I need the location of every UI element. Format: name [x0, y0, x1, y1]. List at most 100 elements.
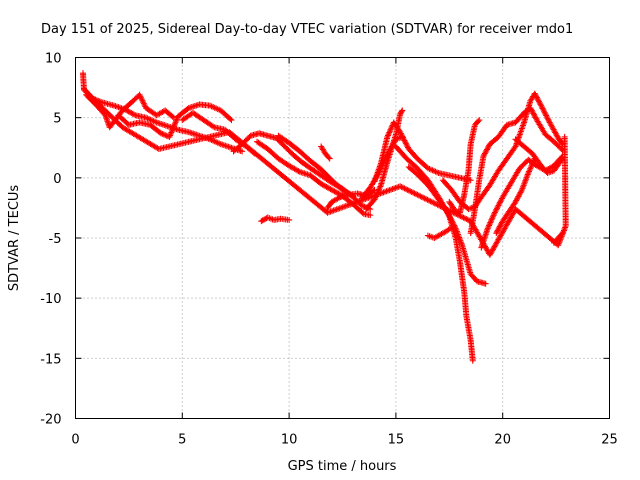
y-tick-label: -10	[40, 292, 61, 307]
data-point	[545, 116, 552, 123]
data-point	[515, 193, 522, 200]
data-point	[528, 107, 535, 114]
data-point	[558, 156, 565, 163]
data-point	[497, 222, 504, 229]
data-point	[377, 183, 384, 190]
axis-ticks	[75, 57, 610, 419]
data-point	[538, 102, 545, 109]
data-point	[489, 213, 496, 220]
data-point	[326, 155, 333, 162]
data-point	[540, 106, 547, 113]
data-point	[417, 193, 424, 200]
y-tick-label: 10	[45, 52, 62, 67]
data-point	[542, 111, 549, 118]
data-point	[447, 215, 454, 222]
data-point	[228, 117, 235, 124]
data-point	[427, 198, 434, 205]
x-tick-label: 5	[178, 433, 186, 448]
data-point	[485, 223, 492, 230]
data-point	[475, 118, 482, 125]
data-point	[448, 224, 455, 231]
chart-title: Day 151 of 2025, Sidereal Day-to-day VTE…	[41, 22, 573, 37]
data-point	[384, 132, 391, 139]
data-point	[533, 93, 540, 100]
data-point	[415, 192, 422, 199]
data-point	[482, 149, 489, 156]
data-point	[388, 125, 395, 132]
data-point	[387, 126, 394, 133]
data-point	[430, 199, 437, 206]
data-point	[497, 198, 504, 205]
data-point	[443, 206, 450, 213]
data-point	[493, 206, 500, 213]
data-point	[444, 206, 451, 213]
data-point	[325, 154, 332, 161]
data-point	[492, 208, 499, 215]
data-point	[447, 214, 454, 221]
data-point	[529, 159, 536, 166]
data-point	[402, 138, 409, 145]
series-track-i	[258, 214, 293, 225]
series-track-c	[115, 101, 235, 140]
data-point	[169, 113, 176, 120]
data-point	[494, 203, 501, 210]
series-track-e	[230, 130, 374, 213]
data-point	[496, 201, 503, 208]
x-tick-label: 15	[388, 433, 405, 448]
data-point	[450, 221, 457, 228]
data-point	[420, 194, 427, 201]
data-point	[259, 217, 266, 224]
data-point	[397, 129, 404, 136]
data-point	[513, 197, 520, 204]
series-isolated	[79, 70, 569, 258]
data-point	[260, 216, 267, 223]
data-point	[495, 202, 502, 209]
data-point	[480, 153, 487, 160]
data-point	[481, 151, 488, 158]
data-point	[404, 143, 411, 150]
y-tick-label: 0	[53, 172, 61, 187]
data-point	[358, 202, 365, 209]
data-point	[423, 196, 430, 203]
series-track-r	[446, 117, 483, 216]
series-track-v	[512, 136, 566, 177]
data-point	[489, 215, 496, 222]
data-point	[386, 129, 393, 136]
data-point	[438, 203, 445, 210]
data-point	[404, 186, 411, 193]
y-tick-label: -15	[40, 352, 61, 367]
data-point	[425, 197, 432, 204]
data-point	[386, 128, 393, 135]
data-point	[424, 196, 431, 203]
data-point	[490, 212, 497, 219]
data-point	[531, 113, 538, 120]
data-point	[450, 209, 457, 216]
data-point	[531, 90, 538, 97]
x-tick-labels: 0 5 10 15 20 25	[71, 433, 617, 448]
data-point	[483, 147, 490, 154]
data-point	[527, 165, 534, 172]
data-point	[437, 203, 444, 210]
data-point	[464, 216, 471, 223]
data-point	[481, 150, 488, 157]
data-point	[482, 280, 489, 287]
data-point	[400, 134, 407, 141]
data-point	[376, 184, 383, 191]
data-point	[491, 210, 498, 217]
data-point	[536, 99, 543, 106]
data-point	[398, 131, 405, 138]
data-point	[399, 133, 406, 140]
data-point	[529, 161, 536, 168]
data-point	[487, 218, 494, 225]
series-track-f	[254, 138, 374, 219]
data-point	[459, 213, 466, 220]
data-point	[525, 170, 532, 177]
x-axis-label: GPS time / hours	[288, 459, 397, 474]
y-tick-label: -20	[40, 413, 61, 428]
data-point	[457, 213, 464, 220]
data-point	[367, 212, 374, 219]
data-points	[79, 70, 569, 364]
data-point	[397, 183, 404, 190]
data-point	[538, 104, 545, 111]
data-point	[498, 196, 505, 203]
